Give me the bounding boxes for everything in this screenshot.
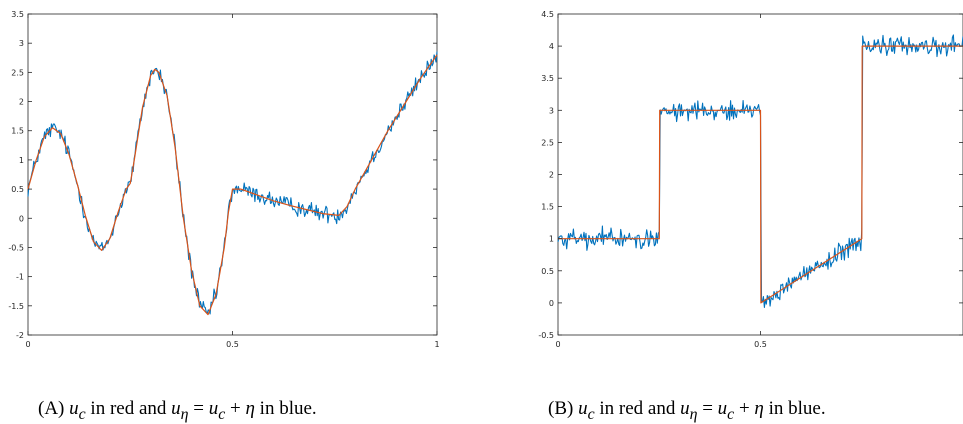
chart-a-ytick-label: -0.5: [8, 243, 24, 252]
chart-a-ytick-label: -1.5: [8, 302, 24, 311]
chart-b-ytick-label: 3.5: [541, 74, 554, 83]
caption-a-var3: u: [208, 398, 219, 419]
chart-b-xtick-label: 0.5: [754, 340, 767, 349]
caption-b: (B) uc in red and uη = uc + η in blue.: [548, 398, 826, 424]
caption-b-text1: in red and: [594, 398, 681, 419]
chart-b-series-clean-uc: [558, 45, 963, 304]
caption-b-sub2: η: [689, 405, 698, 423]
caption-b-var1: u: [578, 398, 588, 419]
chart-b-ytick-label: 3: [549, 106, 554, 115]
chart-a-ytick-label: 0: [19, 214, 24, 223]
caption-a-sub2: η: [180, 405, 189, 423]
chart-b-ytick-label: 2.5: [541, 138, 554, 147]
caption-a: (A) uc in red and uη = uc + η in blue.: [38, 398, 317, 424]
caption-a-text2: in blue.: [254, 398, 317, 419]
chart-a-xtick-label: 0.5: [226, 340, 239, 349]
caption-a-eq: =: [188, 398, 209, 419]
chart-b-ytick-label: 1.5: [541, 203, 554, 212]
caption-a-var2: u: [171, 398, 181, 419]
chart-a-xtick-label: 0: [25, 340, 30, 349]
caption-b-var3: u: [717, 398, 728, 419]
chart-a: -2 -1.5 -1 -0.5 0 0.5 1 1.5 2 2.5 3 3.5 0 0.5 1: [8, 10, 439, 349]
chart-b-ytick-label: 1: [549, 235, 554, 244]
chart-a-ytick-label: 1: [19, 156, 24, 165]
chart-a-series-noisy-ueta: [27, 51, 438, 315]
caption-a-var1: u: [69, 398, 79, 419]
chart-b-ytick-label: 2: [549, 171, 554, 180]
caption-b-var2: u: [680, 398, 690, 419]
chart-a-plot-frame: [27, 13, 438, 336]
chart-a-ytick-label: 3: [19, 39, 24, 48]
panel-b: -0.5 0 0.5 1 1.5 2 2.5 3 3.5 4 4.5 0 0.5 (B) uc in r…: [520, 0, 963, 423]
chart-a-ytick-label: 2: [19, 98, 24, 107]
chart-a-ytick-label: 0.5: [11, 185, 24, 194]
chart-a-series-clean-uc: [27, 54, 438, 316]
chart-a-ytick-label: 1.5: [11, 127, 24, 136]
caption-a-sub1: c: [78, 405, 86, 423]
caption-a-tag: (A): [38, 398, 65, 419]
chart-a-ytick-label: 3.5: [11, 10, 24, 19]
caption-a-sub3: c: [218, 405, 226, 423]
chart-a-ytick-label: 2.5: [11, 68, 24, 77]
caption-b-eq: =: [697, 398, 718, 419]
chart-b-ytick-label: 4: [549, 42, 554, 51]
caption-a-plus: +: [225, 398, 246, 419]
chart-b-ytick-label: -0.5: [538, 331, 554, 340]
chart-a-ytick-label: -1: [16, 273, 24, 282]
chart-b-ytick-label: 0.5: [541, 267, 554, 276]
chart-a-xtick-label: 1: [434, 340, 439, 349]
chart-a-ytick-label: -2: [16, 331, 24, 340]
chart-b-xtick-label: 0: [555, 340, 560, 349]
caption-b-sub3: c: [727, 405, 735, 423]
caption-b-sub1: c: [587, 405, 595, 423]
caption-b-eta: η: [754, 398, 764, 419]
chart-b-ytick-label: 0: [549, 299, 554, 308]
caption-a-eta: η: [245, 398, 255, 419]
caption-a-text1: in red and: [85, 398, 172, 419]
chart-b-ytick-label: 4.5: [541, 10, 554, 19]
chart-b: -0.500.511.522.533.544.50 0.5: [538, 10, 963, 349]
panel-a: -2 -1.5 -1 -0.5 0 0.5 1 1.5 2 2.5 3 3.5 0 0.5 1 (A) uc…: [0, 0, 470, 423]
caption-b-text2: in blue.: [763, 398, 826, 419]
caption-b-tag: (B): [548, 398, 574, 419]
caption-b-plus: +: [734, 398, 755, 419]
